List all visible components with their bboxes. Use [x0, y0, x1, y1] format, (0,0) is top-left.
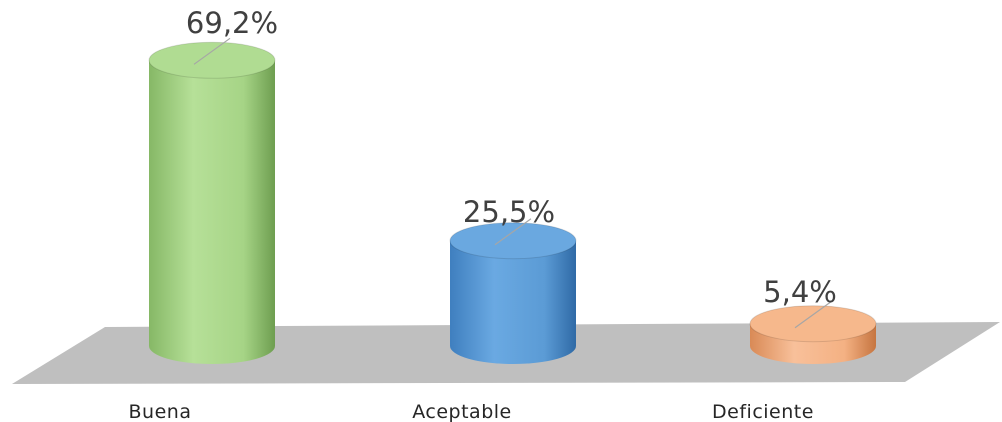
leader-line-buena: [193, 37, 231, 65]
value-label-aceptable: 25,5%: [463, 195, 555, 229]
bar-top-buena: [148, 41, 276, 79]
bar-top-aceptable: [449, 222, 577, 260]
value-label-buena: 69,2%: [186, 6, 278, 40]
bar-aceptable: [449, 218, 577, 364]
bar-deficiente: [749, 301, 877, 364]
bar-top-deficiente: [749, 305, 877, 343]
leader-line-aceptable: [494, 218, 532, 246]
value-label-deficiente: 5,4%: [763, 275, 837, 309]
bar-body-buena: [149, 60, 275, 364]
category-label-deficiente: Deficiente: [712, 401, 814, 422]
category-label-buena: Buena: [129, 401, 192, 422]
bar-buena: [148, 37, 276, 364]
category-label-aceptable: Aceptable: [412, 401, 511, 422]
bars-group: [148, 37, 877, 364]
bar-body-aceptable: [450, 240, 576, 364]
leader-line-deficiente: [794, 301, 832, 329]
